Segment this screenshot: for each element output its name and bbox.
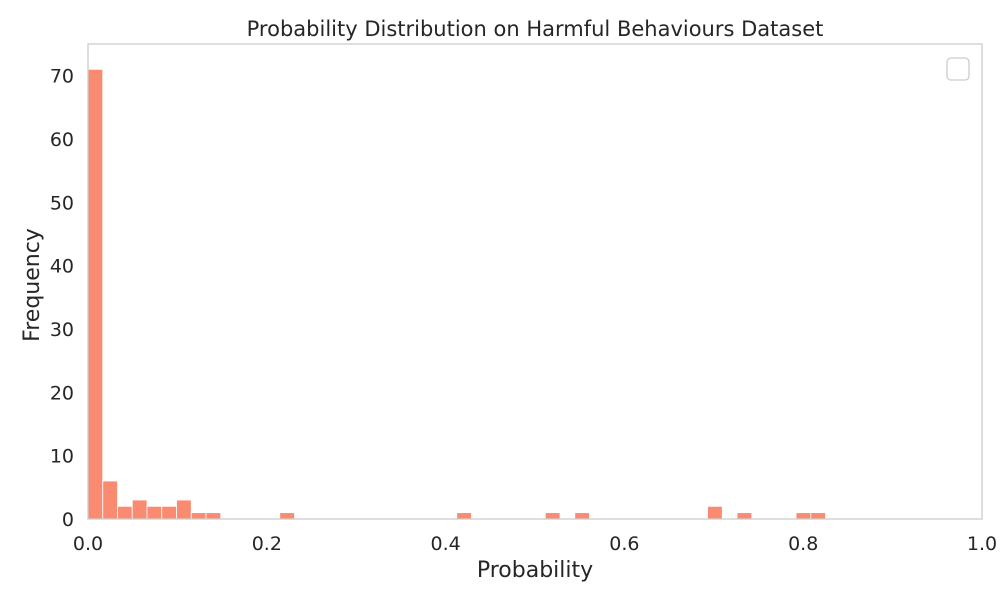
y-tick-label: 10 — [50, 446, 74, 468]
histogram-bar-13 — [707, 505, 723, 520]
y-axis-label: Frequency — [20, 228, 45, 342]
histogram-bar-10 — [456, 512, 472, 520]
y-tick-label: 20 — [50, 382, 74, 404]
histogram-bar-12 — [574, 512, 590, 520]
bars-layer — [87, 68, 826, 520]
histogram-bar-6 — [176, 499, 192, 520]
y-tick-label: 70 — [50, 66, 74, 88]
plot-area-frame — [87, 43, 983, 520]
histogram-bar-4 — [146, 505, 163, 520]
y-tick-label: 0 — [62, 509, 74, 531]
histogram-bar-11 — [544, 512, 561, 520]
y-axis-ticks: 0 10 20 30 40 50 60 70 — [50, 66, 74, 531]
y-tick-label: 30 — [50, 319, 74, 341]
chart-title: Probability Distribution on Harmful Beha… — [247, 17, 824, 41]
x-tick-label: 1.0 — [967, 533, 997, 555]
histogram-bar-0 — [87, 68, 104, 520]
histogram-bar-14 — [736, 512, 753, 520]
x-tick-label: 0.4 — [430, 533, 460, 555]
x-tick-label: 0.0 — [73, 533, 103, 555]
x-tick-label: 0.6 — [609, 533, 639, 555]
histogram-bar-16 — [810, 512, 826, 520]
histogram-bar-8 — [205, 512, 222, 520]
histogram-bar-15 — [795, 512, 812, 520]
histogram-bar-1 — [102, 480, 118, 520]
histogram-bar-9 — [279, 512, 295, 520]
x-axis-ticks: 0.0 0.2 0.4 0.6 0.8 1.0 — [73, 533, 997, 555]
y-tick-label: 60 — [50, 129, 74, 151]
histogram-bar-2 — [117, 505, 133, 520]
histogram-bar-7 — [190, 512, 207, 520]
histogram-bar-3 — [131, 499, 148, 520]
y-tick-label: 50 — [50, 192, 74, 214]
legend-box — [946, 57, 970, 81]
y-tick-label: 40 — [50, 256, 74, 278]
histogram-bar-5 — [161, 505, 177, 520]
x-tick-label: 0.8 — [788, 533, 818, 555]
x-axis-label: Probability — [477, 558, 593, 583]
x-tick-label: 0.2 — [252, 533, 282, 555]
